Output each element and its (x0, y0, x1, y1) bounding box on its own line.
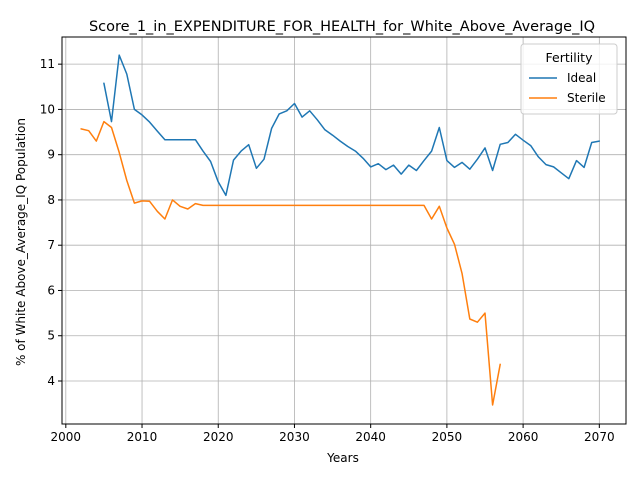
y-tick-label: 8 (47, 193, 55, 207)
legend-title: Fertility (546, 50, 594, 65)
chart-title: Score_1_in_EXPENDITURE_FOR_HEALTH_for_Wh… (89, 19, 595, 35)
x-tick-label: 2030 (279, 430, 310, 444)
plot-area-frame (61, 36, 627, 425)
y-tick-label: 7 (47, 238, 55, 252)
x-tick-label: 2000 (51, 430, 82, 444)
series-line-ideal (103, 54, 601, 197)
x-tick-label: 2070 (584, 430, 615, 444)
x-tick-label: 2010 (127, 430, 158, 444)
x-axis-label: Years (326, 451, 359, 465)
series-line-sterile (80, 120, 501, 406)
y-tick-label: 11 (40, 57, 55, 71)
y-tick-label: 10 (40, 102, 55, 116)
axis-ticks: 2000 2010 2020 2030 2040 2050 2060 2070 4 5 6 7 8 9 10… (40, 57, 615, 444)
legend-label-ideal: Ideal (567, 71, 596, 85)
y-tick-label: 9 (47, 148, 55, 162)
legend: Fertility Ideal Sterile (520, 43, 618, 115)
x-tick-label: 2060 (508, 430, 539, 444)
legend-box (520, 43, 618, 115)
series-lines (80, 54, 601, 406)
x-tick-label: 2050 (432, 430, 463, 444)
x-tick-label: 2040 (355, 430, 386, 444)
legend-label-sterile: Sterile (567, 91, 606, 105)
y-tick-label: 5 (47, 329, 55, 343)
x-tick-label: 2020 (203, 430, 234, 444)
y-tick-label: 6 (47, 283, 55, 297)
y-axis-label: % of White Above_Average_IQ Population (14, 118, 28, 366)
y-tick-label: 4 (47, 374, 55, 388)
